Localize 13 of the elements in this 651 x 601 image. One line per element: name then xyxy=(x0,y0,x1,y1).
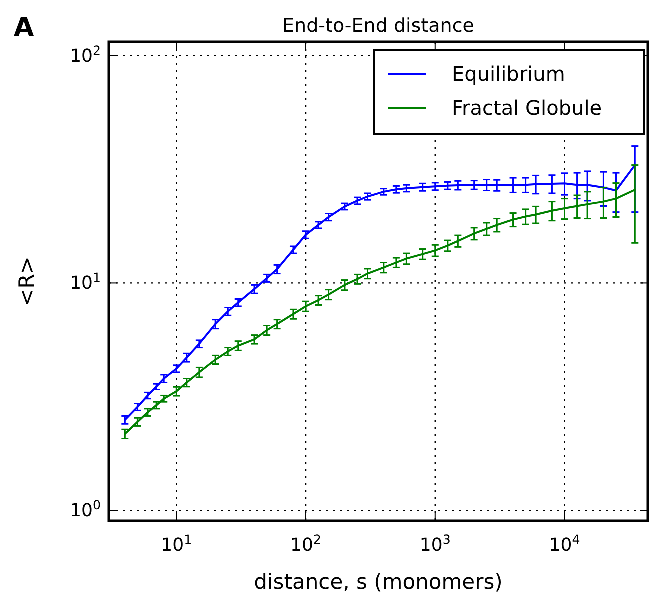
x-tick-label: 10$^{1}$ xyxy=(161,532,192,556)
text: A xyxy=(14,13,34,43)
chart-title: End-to-End distance xyxy=(282,15,474,37)
x-tick-label: 10$^{4}$ xyxy=(549,532,580,556)
y-tick-label: 10$^{2}$ xyxy=(70,42,101,67)
x-tick-label: 10$^{2}$ xyxy=(290,532,322,556)
y-axis-title: <R> xyxy=(15,256,39,306)
legend-label: Fractal Globule xyxy=(452,96,602,120)
x-tick-label: 10$^{3}$ xyxy=(420,532,451,556)
x-axis-title: distance, s (monomers) xyxy=(254,570,503,594)
y-tick-label: 10$^{1}$ xyxy=(70,270,101,294)
y-tick-label: 10$^{0}$ xyxy=(70,497,101,522)
legend-label: Equilibrium xyxy=(452,62,566,86)
